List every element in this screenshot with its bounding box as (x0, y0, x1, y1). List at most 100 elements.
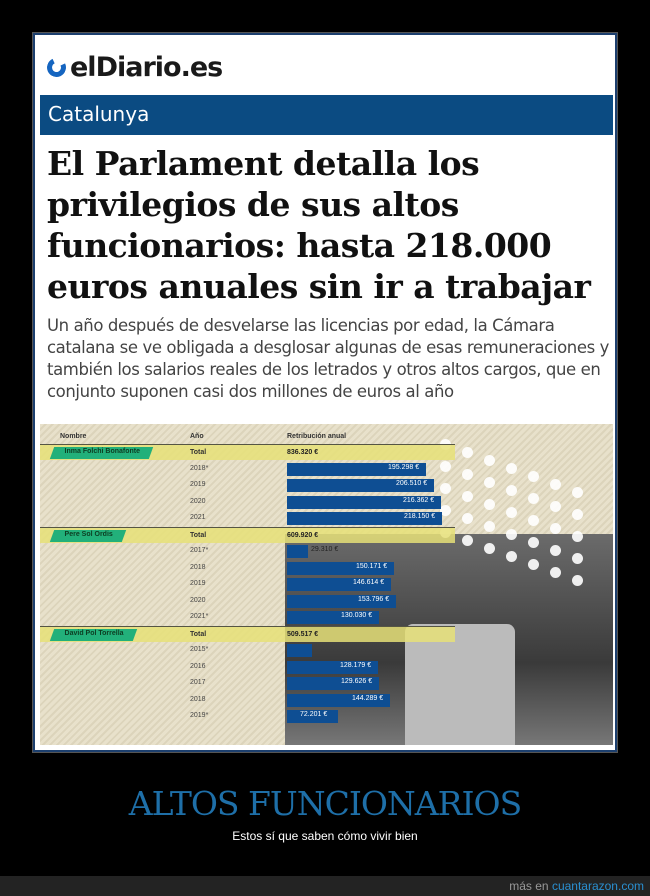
year-label: 2019* (190, 712, 209, 719)
footer-bar: más en cuantarazon.com (0, 876, 650, 896)
seat-dot (528, 559, 539, 570)
salary-bar (287, 462, 426, 476)
header-nombre: Nombre (60, 433, 87, 440)
seat-dot (484, 477, 495, 488)
article-card: elDiario.es Catalunya El Parlament detal… (32, 32, 618, 753)
total-value: 609.920 € (287, 531, 319, 539)
seat-dot (506, 485, 517, 496)
subtitle: Un año después de desvelarse las licenci… (47, 316, 610, 401)
seat-dot (440, 461, 451, 472)
salary-bar (287, 677, 379, 690)
seat-dot (550, 523, 561, 534)
year-label: 2016 (190, 662, 206, 670)
seat-dot (572, 487, 583, 498)
header-retribucion: Retribución anual (287, 433, 347, 440)
seat-dot (572, 531, 583, 542)
table-row-total: Inma Folchi Bonafonte Total 836.320 € (40, 444, 455, 460)
seat-dot (550, 501, 561, 512)
salary-value: 146.614 € (353, 579, 385, 586)
table-row-total: David Pol Torrella Total 509.517 € (40, 625, 455, 642)
logo-ring-icon (44, 55, 69, 80)
seat-dot (440, 483, 451, 494)
table-row: 2017* 29.310 € (40, 543, 455, 559)
person-name: David Pol Torrella (64, 629, 124, 637)
person-name: Pere Sol Ordis (64, 530, 113, 538)
seat-dot (484, 455, 495, 466)
eldiario-logo[interactable]: elDiario.es (44, 52, 223, 83)
salary-value: 128.179 € (340, 661, 372, 669)
salary-value: 130.030 € (341, 612, 373, 619)
seat-dot (550, 479, 561, 490)
seat-dot (572, 553, 583, 564)
salary-bar (287, 545, 308, 558)
seat-dot (440, 505, 451, 516)
person-name-tag: David Pol Torrella (49, 628, 138, 641)
headline: El Parlament detalla los privilegios de … (47, 144, 591, 306)
seat-dot (550, 567, 561, 578)
logo-text: elDiario.es (70, 52, 223, 83)
seat-dot (484, 521, 495, 532)
year-label: 2018 (190, 695, 206, 703)
salary-value: 144.289 € (352, 694, 384, 702)
salary-bar (287, 578, 391, 591)
year-label: 2019 (190, 481, 206, 488)
seat-dot (462, 447, 473, 458)
year-label: 2020 (190, 596, 206, 604)
table-row: 2016 128.179 € (40, 659, 455, 675)
person-name: Inma Folchi Bonafonte (64, 448, 140, 455)
header-ano: Año (190, 433, 204, 440)
meme-subtitle: Estos sí que saben cómo vivir bien (232, 829, 418, 843)
salary-bar (287, 495, 441, 509)
salary-value: 29.310 € (311, 546, 339, 553)
table-row: 2015* (40, 642, 455, 658)
year-label: 2021 (190, 514, 206, 521)
table-row: 2018 144.289 € (40, 692, 455, 708)
year-label: 2015* (190, 646, 209, 653)
table-row-total: Pere Sol Ordis Total 609.920 € (40, 526, 455, 543)
table-row: 2019* 72.201 € (40, 708, 455, 724)
table-row: 2021* 130.030 € (40, 609, 455, 625)
year-label: Total (190, 531, 207, 539)
seat-dot (484, 543, 495, 554)
salary-value: 129.626 € (341, 678, 373, 685)
section-bar[interactable]: Catalunya (40, 95, 613, 135)
table-row: 2019 146.614 € (40, 576, 455, 592)
seat-dot (528, 493, 539, 504)
salary-value: 195.298 € (388, 463, 420, 471)
total-value: 836.320 € (287, 449, 319, 456)
salary-bar (287, 594, 396, 608)
salary-value: 150.171 € (356, 562, 388, 570)
seat-dot (528, 537, 539, 548)
seat-dot (462, 535, 473, 546)
salary-value: 153.796 € (358, 595, 390, 603)
footer-prefix: más en (509, 879, 549, 893)
year-label: 2019 (190, 580, 206, 587)
table-row: 2019 206.510 € (40, 477, 455, 493)
seat-dot (528, 471, 539, 482)
seat-dot (462, 469, 473, 480)
salary-bar (287, 693, 390, 707)
footer-link[interactable]: cuantarazon.com (551, 879, 644, 893)
table-row: 2020 216.362 € (40, 494, 455, 510)
salary-bar (287, 644, 312, 657)
year-label: Total (190, 630, 207, 638)
year-label: 2017 (190, 679, 206, 686)
year-label: 2021* (190, 613, 209, 620)
table-row: 2020 153.796 € (40, 593, 455, 609)
table-row: 2021 218.150 € (40, 510, 455, 526)
year-label: 2018* (190, 464, 209, 472)
salary-value: 218.150 € (404, 513, 436, 520)
salary-value: 72.201 € (300, 711, 328, 718)
seat-dot (462, 491, 473, 502)
total-value: 509.517 € (287, 630, 319, 638)
table-row: 2018* 195.298 € (40, 461, 455, 477)
year-label: Total (190, 449, 207, 456)
year-label: 2018 (190, 563, 206, 571)
salary-bar (287, 561, 394, 575)
seat-dot (572, 575, 583, 586)
seat-dot (528, 515, 539, 526)
seat-dot (506, 529, 517, 540)
year-label: 2017* (190, 547, 209, 554)
seat-dot (506, 507, 517, 518)
seat-dot (506, 551, 517, 562)
